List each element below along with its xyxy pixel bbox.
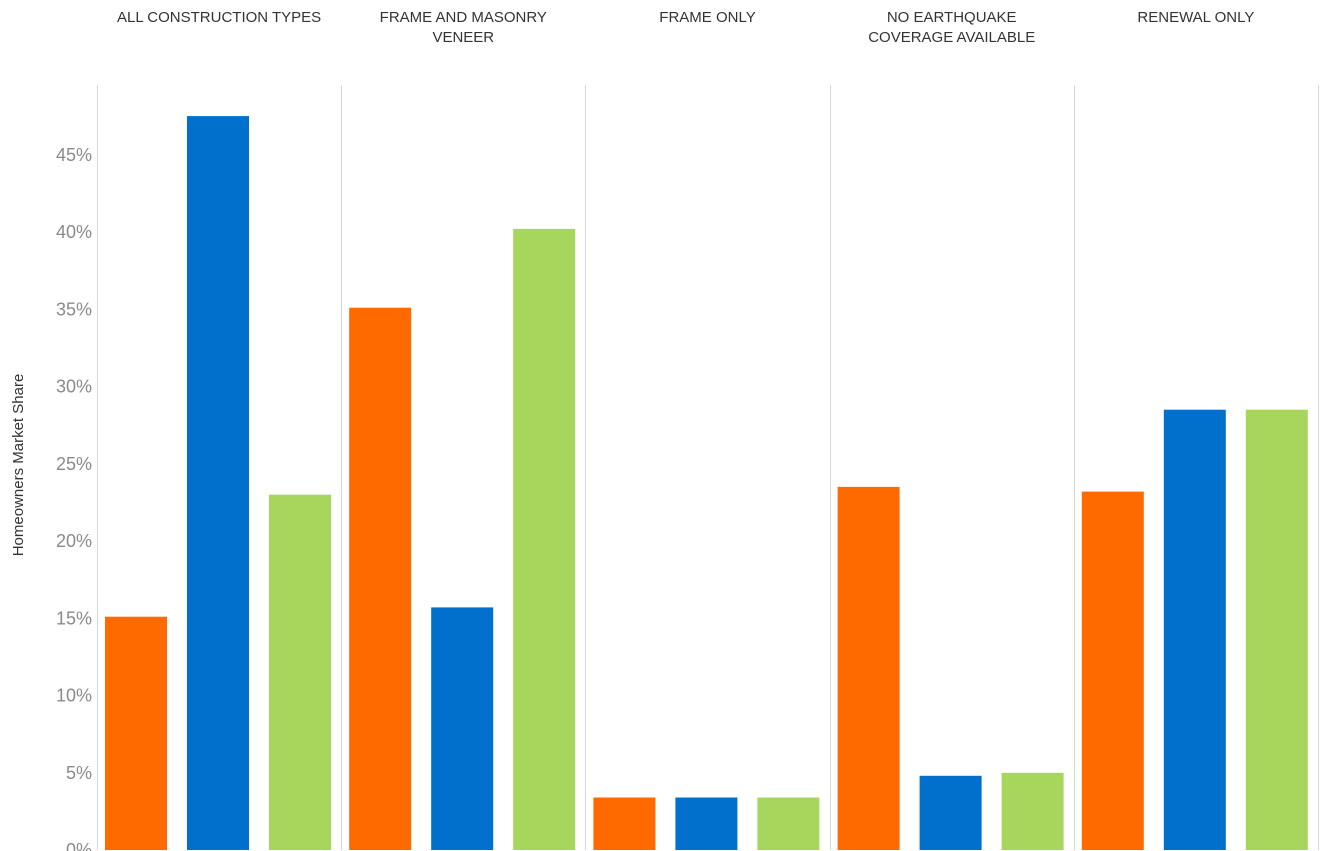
y-tick-label: 10% xyxy=(56,686,92,706)
category-label: FRAME AND MASONRY VENEER xyxy=(380,9,547,46)
y-axis-title: Homeowners Market Share xyxy=(10,374,27,557)
bar-series-3-group-2 xyxy=(513,228,576,850)
category-label-line: FRAME AND MASONRY xyxy=(380,9,547,26)
y-tick-label: 45% xyxy=(56,145,92,165)
category-label-line: COVERAGE AVAILABLE xyxy=(868,29,1035,46)
bar-series-1-group-5 xyxy=(1081,491,1144,850)
bar-series-2-group-4 xyxy=(919,775,982,850)
category-label-line: ALL CONSTRUCTION TYPES xyxy=(117,9,321,26)
y-tick-label: 20% xyxy=(56,531,92,551)
y-tick-label: 25% xyxy=(56,454,92,474)
category-label: ALL CONSTRUCTION TYPES xyxy=(117,9,321,26)
bar-series-1-group-2 xyxy=(349,307,412,850)
category-label: RENEWAL ONLY xyxy=(1137,9,1254,26)
y-tick-label: 5% xyxy=(66,763,92,783)
category-label: FRAME ONLY xyxy=(659,9,755,26)
group-dividers xyxy=(97,85,1319,850)
category-labels: ALL CONSTRUCTION TYPES FRAME AND MASONRY V… xyxy=(117,9,1254,46)
category-label-line: VENEER xyxy=(432,29,494,46)
y-tick-label: 15% xyxy=(56,608,92,628)
bar-series-1-group-3 xyxy=(593,797,656,850)
bar-series-3-group-4 xyxy=(1001,772,1064,851)
bar-series-2-group-2 xyxy=(431,607,494,850)
bar-series-3-group-3 xyxy=(757,797,820,850)
category-label-line: RENEWAL ONLY xyxy=(1137,9,1254,26)
bar-series-3-group-5 xyxy=(1245,409,1308,850)
bar-series-2-group-1 xyxy=(187,116,249,851)
y-tick-label: 35% xyxy=(56,299,92,319)
category-label: NO EARTHQUAKE COVERAGE AVAILABLE xyxy=(868,9,1035,46)
y-tick-label: 40% xyxy=(56,222,92,242)
category-label-line: NO EARTHQUAKE xyxy=(887,9,1017,26)
bar-series-1-group-4 xyxy=(837,486,900,850)
bar-series-3-group-1 xyxy=(269,494,331,850)
category-label-line: FRAME ONLY xyxy=(659,9,755,26)
y-axis-ticks: 0% 5% 10% 15% 20% 25% 30% 35% 40% 45% xyxy=(56,145,92,851)
bar-series-2-group-3 xyxy=(675,797,738,850)
bar-series-2-group-5 xyxy=(1163,409,1226,850)
y-tick-label: 0% xyxy=(66,840,92,851)
y-tick-label: 30% xyxy=(56,377,92,397)
bar-series-1-group-1 xyxy=(105,616,167,850)
bars xyxy=(105,116,1308,851)
